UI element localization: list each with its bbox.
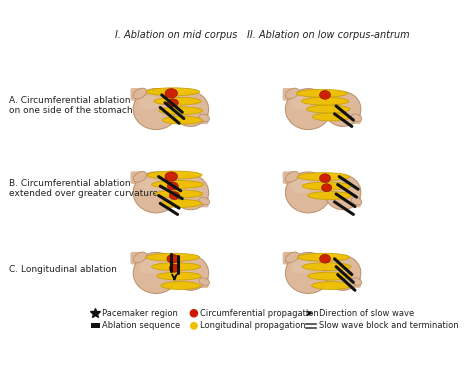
Ellipse shape [133, 172, 179, 213]
Ellipse shape [147, 171, 202, 179]
Ellipse shape [301, 97, 349, 105]
Ellipse shape [133, 88, 147, 99]
Ellipse shape [285, 171, 299, 182]
Text: A. Circumferential ablation
on one side of the stomach: A. Circumferential ablation on one side … [9, 96, 132, 115]
Ellipse shape [312, 282, 351, 289]
FancyBboxPatch shape [130, 171, 144, 184]
Ellipse shape [169, 191, 180, 199]
Ellipse shape [177, 181, 193, 193]
Ellipse shape [285, 252, 331, 294]
Ellipse shape [177, 98, 193, 110]
Ellipse shape [159, 199, 202, 207]
Text: Circumferential propagation: Circumferential propagation [200, 309, 319, 318]
FancyBboxPatch shape [130, 88, 144, 101]
FancyBboxPatch shape [283, 171, 296, 184]
Text: Slow wave block and termination: Slow wave block and termination [319, 321, 459, 330]
Ellipse shape [285, 89, 331, 129]
Ellipse shape [165, 89, 178, 98]
FancyBboxPatch shape [283, 252, 296, 264]
Ellipse shape [169, 264, 180, 272]
Ellipse shape [307, 105, 350, 113]
Ellipse shape [325, 175, 361, 210]
Circle shape [191, 322, 198, 329]
FancyBboxPatch shape [348, 277, 361, 288]
Ellipse shape [285, 252, 299, 263]
FancyBboxPatch shape [348, 196, 361, 207]
Ellipse shape [139, 96, 159, 110]
Ellipse shape [139, 260, 159, 274]
Ellipse shape [319, 91, 330, 99]
Ellipse shape [308, 272, 352, 280]
Ellipse shape [173, 175, 209, 210]
Ellipse shape [291, 260, 311, 274]
Ellipse shape [302, 182, 351, 190]
Ellipse shape [173, 255, 209, 290]
FancyBboxPatch shape [348, 113, 361, 124]
Ellipse shape [291, 96, 311, 110]
Ellipse shape [199, 197, 210, 205]
Ellipse shape [291, 179, 311, 193]
Ellipse shape [152, 263, 201, 271]
Ellipse shape [308, 191, 352, 199]
Ellipse shape [329, 98, 346, 110]
Ellipse shape [199, 114, 210, 122]
Ellipse shape [298, 173, 349, 181]
Ellipse shape [157, 272, 201, 280]
Ellipse shape [302, 263, 351, 271]
Ellipse shape [319, 254, 330, 263]
Ellipse shape [351, 197, 362, 205]
Text: Ablation sequence: Ablation sequence [101, 321, 180, 330]
FancyBboxPatch shape [196, 196, 209, 207]
Text: Pacemaker region: Pacemaker region [101, 309, 178, 318]
Ellipse shape [177, 262, 193, 274]
Ellipse shape [155, 190, 203, 198]
Ellipse shape [133, 171, 147, 182]
Ellipse shape [161, 282, 201, 289]
Text: Longitudinal propagation: Longitudinal propagation [200, 321, 306, 330]
Ellipse shape [159, 107, 202, 114]
Ellipse shape [351, 278, 362, 285]
Ellipse shape [139, 179, 159, 193]
Ellipse shape [167, 182, 178, 190]
Text: II. Ablation on low corpus-antrum: II. Ablation on low corpus-antrum [247, 30, 410, 40]
FancyBboxPatch shape [130, 252, 144, 264]
Ellipse shape [167, 254, 179, 263]
Ellipse shape [319, 174, 330, 183]
Ellipse shape [285, 88, 299, 99]
FancyBboxPatch shape [283, 88, 296, 101]
Ellipse shape [199, 278, 210, 285]
Ellipse shape [329, 262, 346, 274]
Ellipse shape [133, 89, 179, 129]
Ellipse shape [325, 255, 361, 290]
Ellipse shape [312, 113, 350, 121]
Ellipse shape [152, 181, 203, 188]
FancyBboxPatch shape [196, 277, 209, 288]
Ellipse shape [154, 97, 201, 105]
Ellipse shape [146, 253, 200, 261]
FancyBboxPatch shape [196, 113, 209, 124]
Ellipse shape [329, 181, 346, 193]
Circle shape [191, 310, 198, 317]
Ellipse shape [298, 253, 349, 261]
Text: I. Ablation on mid corpus: I. Ablation on mid corpus [115, 30, 237, 40]
Ellipse shape [163, 116, 202, 124]
Ellipse shape [133, 252, 147, 263]
Ellipse shape [167, 99, 178, 107]
Text: Direction of slow wave: Direction of slow wave [319, 309, 414, 318]
Ellipse shape [351, 114, 362, 122]
Ellipse shape [296, 89, 347, 97]
Ellipse shape [133, 252, 179, 294]
Bar [91, 323, 100, 328]
Text: C. Longitudinal ablation: C. Longitudinal ablation [9, 265, 117, 274]
Ellipse shape [173, 92, 209, 126]
Text: B. Circumferential ablation
extended over greater curvature: B. Circumferential ablation extended ove… [9, 179, 158, 199]
Ellipse shape [321, 184, 332, 191]
Ellipse shape [165, 172, 178, 181]
Ellipse shape [325, 92, 361, 126]
Ellipse shape [146, 88, 200, 96]
Ellipse shape [285, 172, 331, 213]
